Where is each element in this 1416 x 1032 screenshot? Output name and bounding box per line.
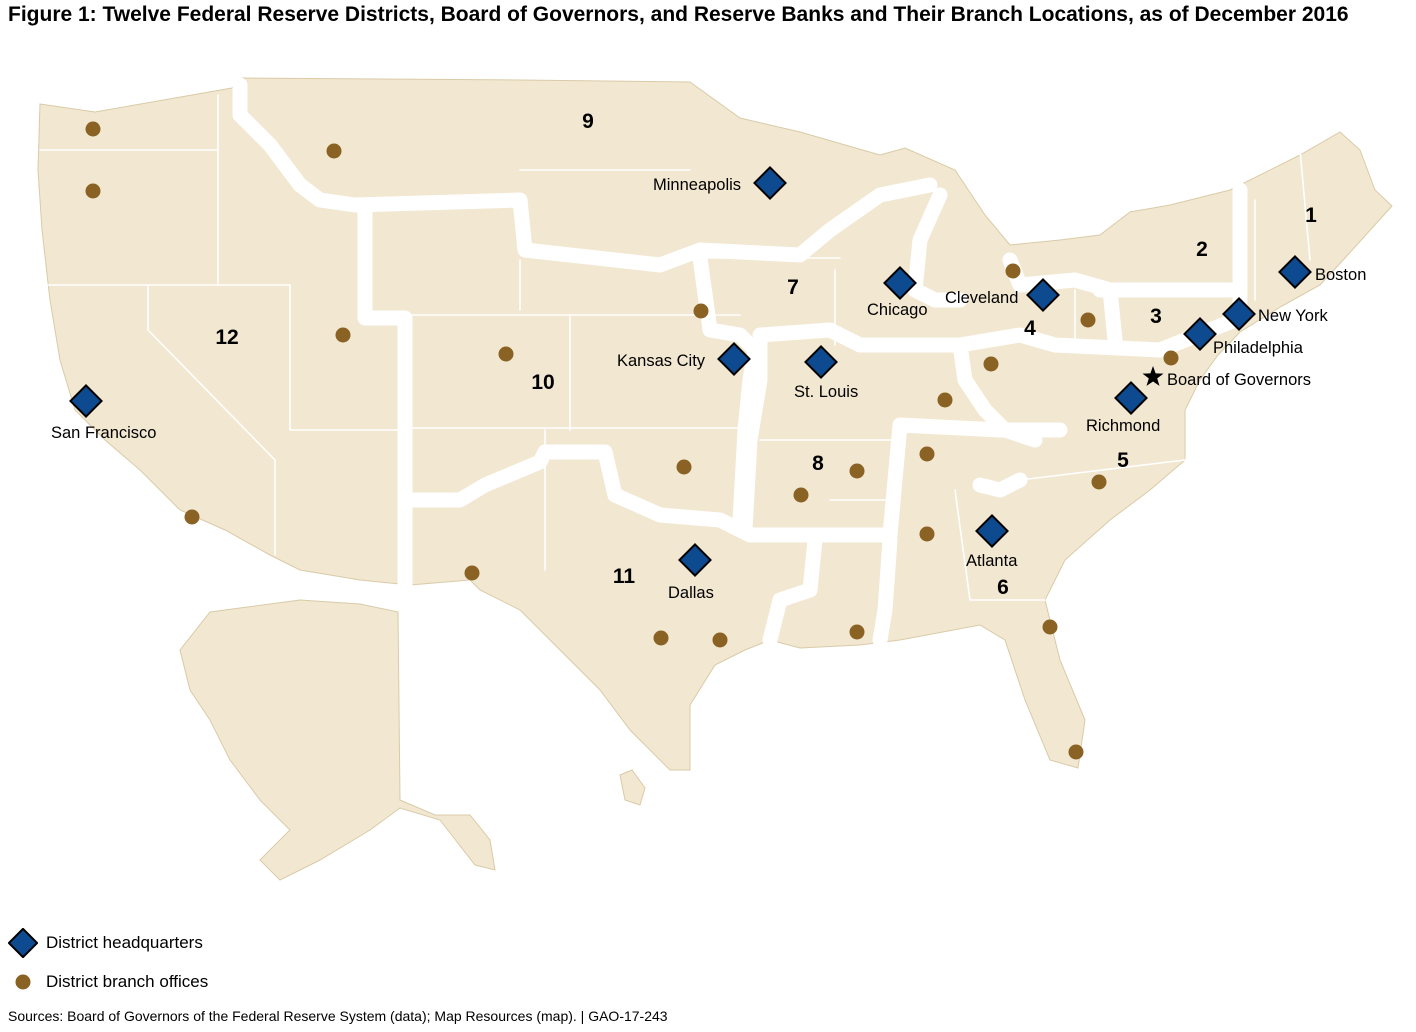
state-line: [147, 284, 276, 556]
city-label-dallas: Dallas: [668, 584, 714, 602]
branch-office-dot: [983, 356, 999, 372]
branch-office-dot: [793, 487, 809, 503]
district-number: 11: [613, 565, 636, 588]
district-number: 3: [1150, 305, 1162, 328]
city-label-new-york: New York: [1258, 307, 1328, 325]
branch-office-dot: [693, 303, 709, 319]
branch-office-dot: [919, 446, 935, 462]
state-line: [1299, 149, 1311, 261]
diamond-icon: [1026, 278, 1060, 312]
district-number: 12: [215, 326, 238, 349]
dot-icon: [8, 967, 38, 997]
state-line: [1019, 459, 1186, 481]
branch-office-dot: [1005, 263, 1021, 279]
diamond-icon: [1183, 317, 1217, 351]
legend-headquarters-label: District headquarters: [46, 933, 203, 952]
headquarters-markers: [69, 166, 1312, 577]
district-boundary: [232, 77, 938, 273]
district-number: 5: [1117, 449, 1129, 472]
district-number: 1: [1305, 204, 1317, 227]
branch-office-dot: [326, 143, 342, 159]
district-boundary: [952, 337, 1043, 448]
hawaii-land: [619, 769, 646, 806]
legend-branch: District branch offices: [8, 967, 208, 997]
district-number: 10: [531, 371, 554, 394]
district-number-labels: 1 2 3 4 5 6 7 8 9 10 11 12: [215, 110, 1317, 599]
legend-headquarters: District headquarters: [8, 928, 203, 958]
branch-office-dot: [849, 624, 865, 640]
diamond-icon: [975, 514, 1009, 548]
board-of-governors-label: Board of Governors: [1167, 371, 1311, 389]
district-map: 1 2 3 4 5 6 7 8 9 10 11 12: [37, 77, 1393, 881]
city-label-philadelphia: Philadelphia: [1213, 339, 1304, 357]
state-line: [954, 489, 1046, 601]
legend-branch-label: District branch offices: [46, 972, 209, 991]
district-boundary: [402, 417, 1068, 543]
branch-office-dot: [184, 509, 200, 525]
district-number: 6: [997, 576, 1009, 599]
state-line: [289, 284, 401, 431]
district-boundary: [972, 472, 1028, 498]
diamond-icon: [717, 342, 751, 376]
district-boundary: [762, 532, 823, 648]
district-number: 8: [812, 452, 824, 475]
district-boundary: [872, 532, 898, 648]
branch-office-dot: [653, 630, 669, 646]
district-number: 2: [1196, 238, 1208, 261]
diamond-icon: [883, 266, 917, 300]
district-number: 9: [582, 110, 594, 133]
diamond-icon: [678, 543, 712, 577]
diamond-icon: [8, 928, 38, 958]
figure-title: Figure 1: Twelve Federal Reserve Distric…: [8, 3, 1349, 26]
branch-office-dot: [498, 346, 514, 362]
land-layer: [37, 77, 1393, 881]
district-number: 7: [787, 276, 799, 299]
city-label-boston: Boston: [1315, 266, 1366, 284]
city-label-richmond: Richmond: [1086, 417, 1160, 435]
branch-office-dot: [919, 526, 935, 542]
branch-office-dot: [1091, 474, 1107, 490]
district-number: 4: [1024, 317, 1036, 340]
diamond-icon: [753, 166, 787, 200]
branch-office-dot: [335, 327, 351, 343]
city-label-san-francisco: San Francisco: [51, 424, 156, 442]
branch-office-dot: [1080, 312, 1096, 328]
district-boundary: [737, 332, 768, 538]
branch-office-dot: [937, 392, 953, 408]
city-labels: Boston New York Philadelphia Cleveland R…: [51, 176, 1366, 602]
city-label-minneapolis: Minneapolis: [653, 176, 741, 194]
branch-office-dot: [85, 183, 101, 199]
district-boundary: [907, 187, 968, 308]
diamond-icon: [1114, 381, 1148, 415]
diamond-icon: [69, 384, 103, 418]
source-line: Sources: Board of Governors of the Feder…: [8, 1008, 668, 1024]
branch-office-dot: [676, 459, 692, 475]
branch-office-dot: [849, 463, 865, 479]
branch-office-dot: [85, 121, 101, 137]
branch-office-dot: [712, 632, 728, 648]
diamond-icon: [1278, 255, 1312, 289]
contiguous-us-land: [37, 77, 1393, 771]
district-boundary: [357, 197, 413, 598]
branch-offices: [85, 121, 1179, 760]
star-icon: [1142, 366, 1164, 386]
branch-office-dot: [1163, 350, 1179, 366]
branch-office-dot: [1042, 619, 1058, 635]
city-label-atlanta: Atlanta: [966, 552, 1018, 570]
diamond-icon: [804, 345, 838, 379]
city-label-cleveland: Cleveland: [945, 289, 1018, 307]
alaska-land: [179, 599, 496, 881]
branch-office-dot: [1068, 744, 1084, 760]
diamond-icon: [1222, 297, 1256, 331]
city-label-kansas-city: Kansas City: [617, 352, 706, 370]
city-label-st-louis: St. Louis: [794, 383, 858, 401]
branch-office-dot: [464, 565, 480, 581]
city-label-chicago: Chicago: [867, 301, 928, 319]
